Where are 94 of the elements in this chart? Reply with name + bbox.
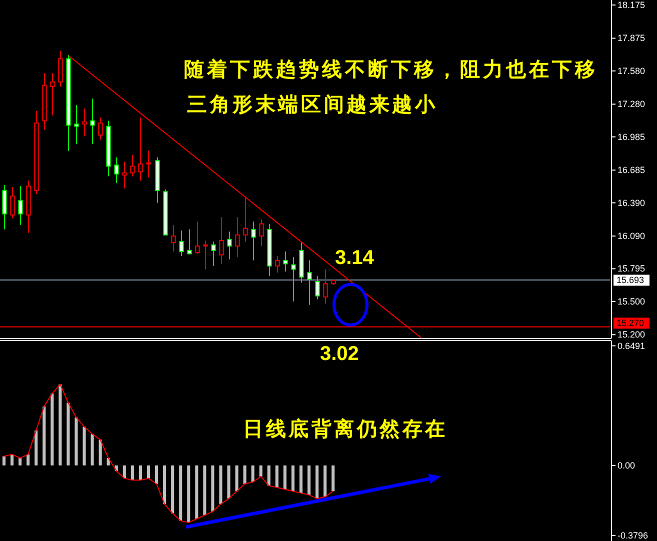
- bar: [299, 465, 303, 494]
- candlestick: [275, 255, 280, 274]
- candlestick: [171, 224, 176, 252]
- candlestick: [195, 221, 200, 254]
- bar: [251, 465, 254, 482]
- candlestick: [323, 268, 328, 304]
- candlestick: [307, 260, 312, 306]
- y-tick-label: 16.390: [618, 198, 646, 208]
- bar: [316, 465, 319, 499]
- bar: [82, 426, 86, 466]
- bar: [58, 384, 62, 466]
- bar: [332, 465, 335, 492]
- bar: [219, 465, 222, 504]
- y-tick-label: 15.500: [618, 296, 646, 306]
- bar: [154, 465, 158, 484]
- bar: [259, 465, 262, 476]
- candlestick: [82, 108, 87, 137]
- bar: [26, 454, 30, 466]
- ref-line-label: 15.693: [616, 275, 644, 286]
- bar: [179, 465, 182, 521]
- y-tick-label: 0.6491: [618, 340, 646, 351]
- y-tick-label: 18.175: [618, 0, 646, 10]
- annotation: 日线底背离仍然存在: [243, 416, 445, 440]
- bar: [2, 456, 6, 466]
- candlestick: [122, 161, 127, 189]
- bar: [275, 465, 278, 488]
- candlestick: [98, 116, 103, 140]
- ref-line-label: 15.270: [616, 318, 644, 328]
- candlestick: [58, 50, 63, 87]
- candlestick: [179, 230, 184, 256]
- candlestick: [130, 154, 135, 177]
- bar: [34, 430, 38, 466]
- bar: [227, 465, 230, 499]
- bar: [203, 465, 206, 516]
- y-tick-label: 16.090: [618, 231, 646, 242]
- bar: [50, 394, 54, 466]
- candlestick: [259, 218, 264, 247]
- bar: [146, 465, 150, 478]
- candlestick: [114, 156, 119, 184]
- bar: [324, 465, 327, 497]
- bar: [267, 465, 270, 486]
- candlestick: [291, 256, 296, 302]
- bar: [163, 465, 166, 504]
- bar: [195, 465, 198, 519]
- candlestick: [219, 216, 224, 264]
- candlestick: [50, 72, 55, 116]
- bar: [187, 465, 190, 523]
- y-tick-label: 0.00: [618, 460, 636, 470]
- y-tick-label: -0.3796: [618, 530, 648, 540]
- y-tick-label: 17.280: [618, 99, 646, 110]
- candlestick: [203, 240, 208, 270]
- annotation: 3.14: [335, 247, 375, 269]
- bar: [18, 458, 22, 466]
- annotation: 随着下跌趋势线不断下移，阻力也在下移: [184, 57, 595, 81]
- line-series: [4, 384, 334, 524]
- candlestick: [211, 241, 216, 266]
- candlestick: [251, 221, 256, 261]
- candlestick: [18, 186, 23, 226]
- candlestick: [2, 184, 7, 230]
- candlestick: [235, 216, 240, 258]
- annotation: 3.02: [320, 343, 359, 365]
- y-tick-label: 16.985: [618, 132, 646, 142]
- candlestick: [10, 186, 15, 219]
- bar: [243, 465, 246, 484]
- bar: [42, 406, 46, 466]
- y-tick-label: 15.795: [618, 264, 646, 274]
- candlestick: [146, 150, 151, 178]
- bar: [10, 454, 14, 466]
- bar: [283, 465, 286, 490]
- candlestick: [74, 104, 79, 145]
- candlestick: [187, 228, 192, 254]
- candlestick: [90, 98, 95, 145]
- y-tick-label: 16.685: [618, 165, 646, 176]
- y-tick-label: 15.200: [618, 330, 646, 340]
- bar: [130, 465, 134, 480]
- bar: [66, 402, 70, 466]
- candlestick: [315, 275, 320, 300]
- bar: [211, 465, 214, 512]
- bar: [171, 465, 174, 514]
- bar: [74, 418, 78, 466]
- bar: [98, 440, 102, 466]
- candlestick: [227, 231, 232, 260]
- y-tick-label: 17.580: [618, 66, 646, 76]
- bar: [138, 465, 142, 480]
- y-tick-label: 17.875: [618, 33, 646, 44]
- bar: [235, 465, 238, 492]
- candlestick: [283, 251, 288, 272]
- bar: [90, 434, 94, 466]
- candlestick: [138, 116, 143, 182]
- bar: [307, 465, 311, 495]
- bar: [291, 465, 294, 492]
- bar: [122, 465, 126, 478]
- annotation: 三角形末端区间越来越小: [187, 92, 436, 116]
- candlestick: [243, 196, 248, 242]
